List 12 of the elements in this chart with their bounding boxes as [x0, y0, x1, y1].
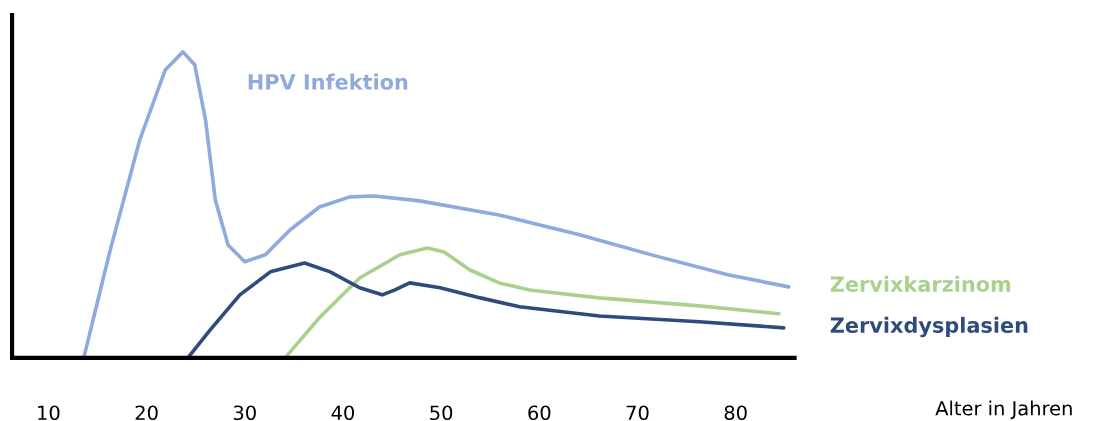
text: Zervixdysplasien: [830, 316, 1028, 338]
text: Zervixkarzinom: [830, 275, 1011, 292]
text: HPV Infektion: [248, 73, 408, 90]
x-tick-label: 50: [430, 405, 453, 421]
x-tick-label: 10: [38, 405, 60, 421]
x-tick-label: 20: [135, 405, 158, 421]
text: Alter in Jahren: [935, 400, 1072, 420]
x-tick-label: 60: [528, 405, 551, 421]
x-tick-label: 40: [331, 405, 355, 421]
x-tick-label: 30: [233, 405, 256, 421]
x-tick-label: 70: [626, 405, 649, 421]
x-tick-label: 80: [724, 405, 747, 421]
